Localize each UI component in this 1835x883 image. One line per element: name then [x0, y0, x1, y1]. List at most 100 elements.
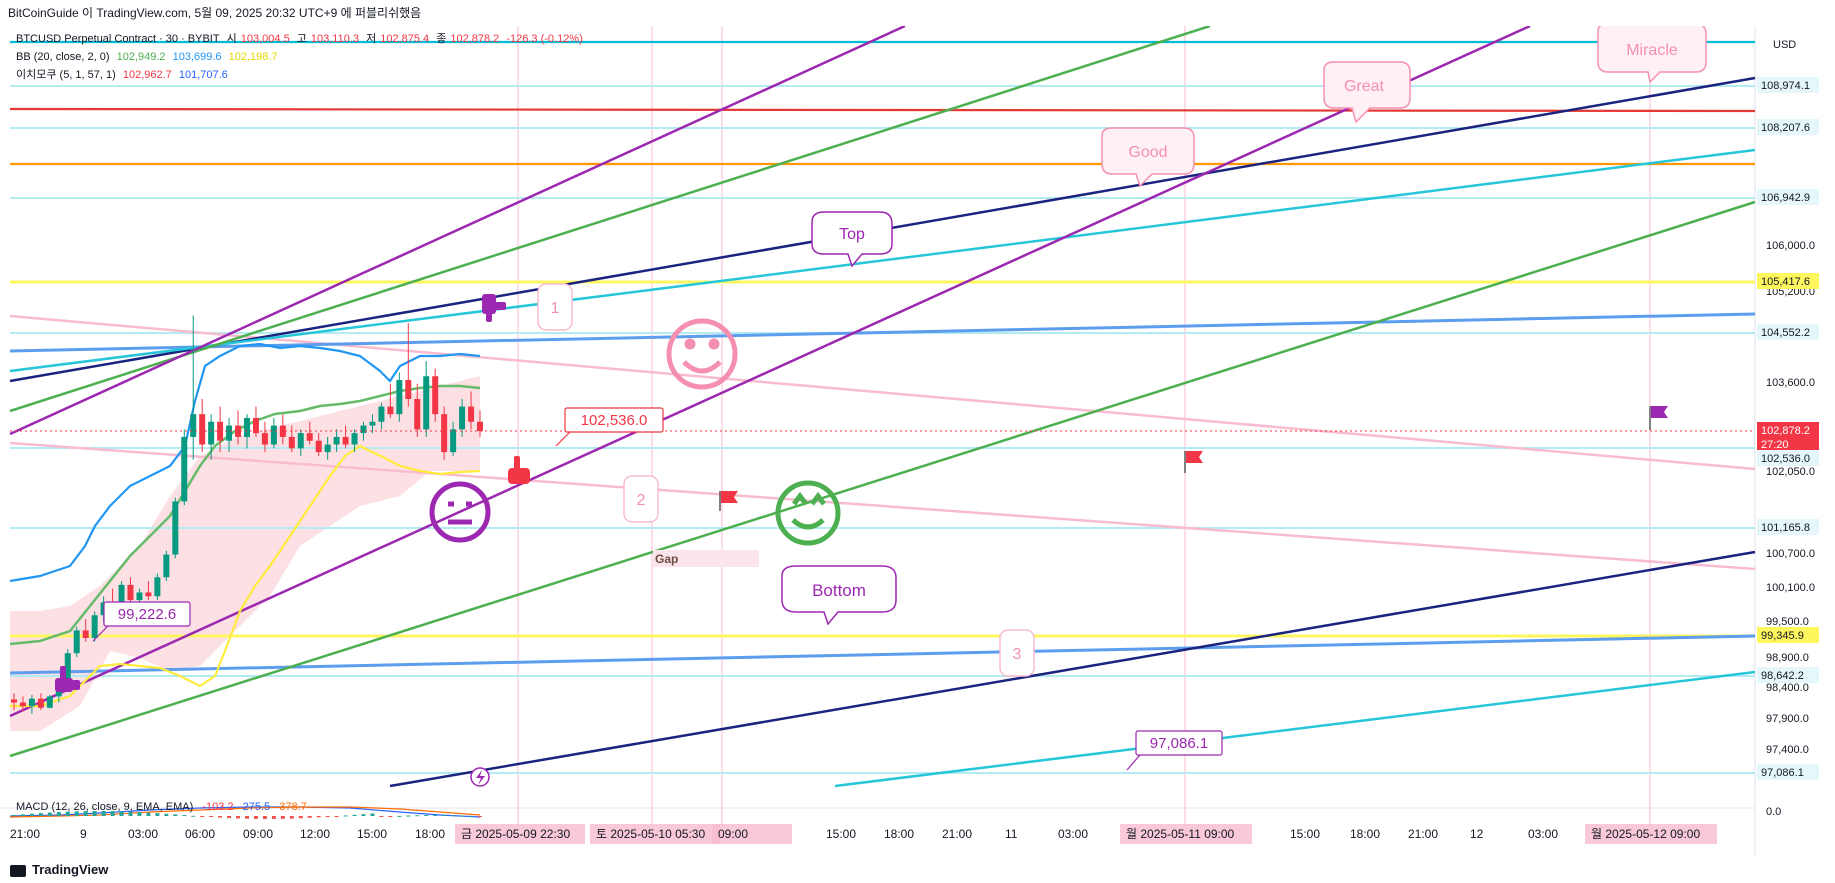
- chart-area[interactable]: Miracle Great Good Top Bottom 102,536.0 …: [0, 23, 1835, 857]
- time-highlight: 월 2025-05-11 09:00: [1120, 824, 1252, 844]
- time-highlight-text: 09:00: [718, 827, 748, 841]
- candle: [288, 425, 295, 453]
- time-tick: 18:00: [884, 827, 914, 841]
- macd-bar: [74, 811, 79, 816]
- candle-body: [351, 433, 358, 445]
- price-axis[interactable]: 106,000.0105,200.0103,600.0102,050.0100,…: [1766, 240, 1815, 818]
- trend-purple-upper: [9, 24, 906, 436]
- candle: [342, 425, 349, 449]
- time-tick: 12:00: [300, 827, 330, 841]
- bubble-miracle-text: Miracle: [1626, 42, 1678, 59]
- time-tick: 15:00: [1290, 827, 1320, 841]
- macd-label: MACD (12, 26, close, 9, EMA, EMA) -103.2…: [16, 801, 307, 813]
- macd-bar: [47, 812, 52, 816]
- time-tick: 18:00: [1350, 827, 1380, 841]
- macd-bar: [316, 816, 321, 818]
- wave-mark-3: 3: [999, 629, 1035, 677]
- candle-body: [28, 698, 35, 707]
- ichimoku-a-value: 102,962.7: [122, 69, 172, 81]
- legend-ichimoku-row[interactable]: 이치모쿠 (5, 1, 57, 1) 102,962.7 101,707.6: [16, 66, 587, 84]
- candle: [181, 429, 188, 506]
- candle: [270, 417, 277, 449]
- candle-body: [423, 376, 430, 430]
- macd-bar: [478, 816, 482, 817]
- low-value: 102,875.4: [380, 33, 430, 45]
- price-label: 108,207.6: [1757, 119, 1819, 135]
- candle-body: [396, 380, 403, 415]
- price-tick: 98,400.0: [1766, 682, 1809, 694]
- candle: [28, 694, 35, 714]
- macd-bar: [137, 812, 142, 816]
- bb-upper-line: [9, 342, 481, 583]
- wave-mark-1: 1: [537, 283, 573, 331]
- price-label-text: 105,417.6: [1761, 276, 1810, 288]
- macd-bar: [182, 815, 187, 817]
- time-tick: 03:00: [1528, 827, 1558, 841]
- macd-bar: [83, 811, 88, 816]
- trend-green-upper: [9, 24, 1211, 413]
- price-chart[interactable]: Miracle Great Good Top Bottom 102,536.0 …: [0, 23, 1835, 857]
- candle-body: [37, 698, 44, 708]
- candle: [279, 414, 286, 445]
- macd-bar: [20, 814, 25, 816]
- candle: [154, 573, 161, 601]
- brand-name: TradingView: [32, 862, 109, 877]
- legend-ohlc-row: BTCUSD Perpetual Contract · 30 · BYBIT 시…: [16, 30, 587, 48]
- currency-label[interactable]: USD: [1773, 39, 1796, 51]
- candle-body: [252, 417, 259, 434]
- publish-caption: BitCoinGuide 이 TradingView.com, 5월 09, 2…: [8, 6, 422, 20]
- time-tick: 21:00: [10, 827, 40, 841]
- close-label: 종: [436, 33, 447, 45]
- candle: [459, 398, 466, 437]
- time-highlight-bg: [1120, 824, 1252, 844]
- price-label-text: 98,642.2: [1761, 670, 1804, 682]
- countdown-text: 27:20: [1761, 439, 1789, 451]
- macd-bar: [460, 815, 465, 817]
- candle-body: [477, 421, 483, 432]
- candle: [351, 429, 358, 453]
- macd-bar: [209, 816, 214, 818]
- candle: [432, 368, 439, 422]
- macd-bar: [469, 815, 474, 817]
- flag-red-icon: [719, 491, 738, 511]
- price-label-bg: [1757, 422, 1819, 452]
- brand-footer[interactable]: TradingView: [0, 857, 1835, 883]
- macd-bar: [442, 815, 447, 817]
- time-highlight-text: 토 2025-05-10 05:30: [596, 827, 705, 841]
- time-highlight: 월 2025-05-12 09:00: [1585, 824, 1717, 844]
- callout-102536-text: 102,536.0: [581, 412, 648, 429]
- time-axis[interactable]: 21:00 9 03:00 06:00 09:00 12:00 15:00 18:00 15:0…: [10, 824, 1717, 844]
- candle-body: [432, 376, 439, 415]
- candle-body: [324, 444, 331, 453]
- macd-bar: [253, 816, 258, 819]
- legend-bb-row[interactable]: BB (20, close, 2, 0) 102,949.2 103,699.6…: [16, 48, 587, 66]
- candle-body: [136, 592, 143, 601]
- price-label: 102,536.0: [1757, 450, 1819, 466]
- candle: [297, 429, 304, 456]
- price-label: 97,086.1: [1757, 764, 1819, 780]
- candle: [468, 391, 475, 430]
- gap-box: Gap: [653, 550, 759, 567]
- open-label: 시: [226, 33, 237, 45]
- trend-pink-upper: [9, 314, 1756, 471]
- callout-102536: 102,536.0: [555, 407, 664, 447]
- candle: [190, 315, 197, 460]
- price-label-bg: [1757, 77, 1819, 93]
- candle: [91, 611, 98, 642]
- time-highlight-text: 월 2025-05-11 09:00: [1126, 827, 1235, 841]
- price-label-text: 99,345.9: [1761, 630, 1804, 642]
- price-tick: 106,000.0: [1766, 240, 1815, 252]
- macd-bar: [200, 816, 205, 817]
- candle: [405, 323, 412, 407]
- trend-blue-lower: [9, 634, 1756, 675]
- price-label-bg: [1757, 519, 1819, 535]
- candle-body: [145, 592, 152, 597]
- candle: [387, 383, 394, 418]
- macd-bar: [307, 816, 312, 818]
- time-tick: 21:00: [1408, 827, 1438, 841]
- bubble-great-text: Great: [1344, 78, 1385, 95]
- macd-bar: [218, 816, 223, 818]
- macd-bar: [379, 816, 384, 817]
- candle: [441, 406, 448, 460]
- symbol-name[interactable]: BTCUSD Perpetual Contract · 30 · BYBIT: [16, 33, 220, 45]
